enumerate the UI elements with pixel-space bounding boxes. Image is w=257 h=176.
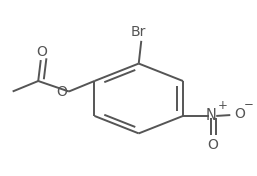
Text: O: O <box>57 85 68 99</box>
Text: O: O <box>36 45 48 59</box>
Text: Br: Br <box>131 26 146 39</box>
Text: O: O <box>207 138 218 152</box>
Text: O: O <box>234 107 245 121</box>
Text: +: + <box>217 99 227 112</box>
Text: −: − <box>244 98 253 111</box>
Text: N: N <box>206 108 217 122</box>
